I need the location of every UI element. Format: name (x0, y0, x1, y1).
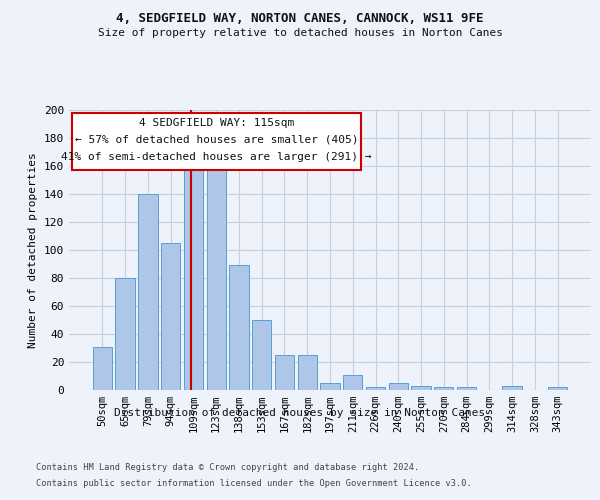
Bar (457, 387, 476, 390)
Text: 4 SEDGFIELD WAY: 115sqm: 4 SEDGFIELD WAY: 115sqm (139, 118, 294, 128)
Bar (298, 355, 317, 390)
Bar (275, 355, 294, 390)
Bar (412, 386, 431, 390)
Text: Size of property relative to detached houses in Norton Canes: Size of property relative to detached ho… (97, 28, 503, 38)
Text: Contains public sector information licensed under the Open Government Licence v3: Contains public sector information licen… (36, 479, 472, 488)
Bar (93, 346, 112, 390)
Y-axis label: Number of detached properties: Number of detached properties (28, 152, 38, 348)
Bar (184, 162, 203, 390)
Text: Contains HM Land Registry data © Crown copyright and database right 2024.: Contains HM Land Registry data © Crown c… (36, 462, 419, 471)
Text: ← 57% of detached houses are smaller (405): ← 57% of detached houses are smaller (40… (75, 135, 358, 145)
Bar (138, 194, 158, 390)
Bar (206, 162, 226, 390)
Bar (161, 243, 181, 390)
Bar (389, 383, 408, 390)
Bar (252, 320, 271, 390)
Text: 41% of semi-detached houses are larger (291) →: 41% of semi-detached houses are larger (… (61, 152, 372, 162)
Bar (343, 374, 362, 390)
Bar (548, 387, 567, 390)
Bar (366, 387, 385, 390)
Bar (434, 387, 454, 390)
Bar (115, 278, 135, 390)
Text: 4, SEDGFIELD WAY, NORTON CANES, CANNOCK, WS11 9FE: 4, SEDGFIELD WAY, NORTON CANES, CANNOCK,… (116, 12, 484, 26)
Bar (229, 266, 248, 390)
Bar (502, 386, 522, 390)
Bar (320, 383, 340, 390)
Text: Distribution of detached houses by size in Norton Canes: Distribution of detached houses by size … (115, 408, 485, 418)
